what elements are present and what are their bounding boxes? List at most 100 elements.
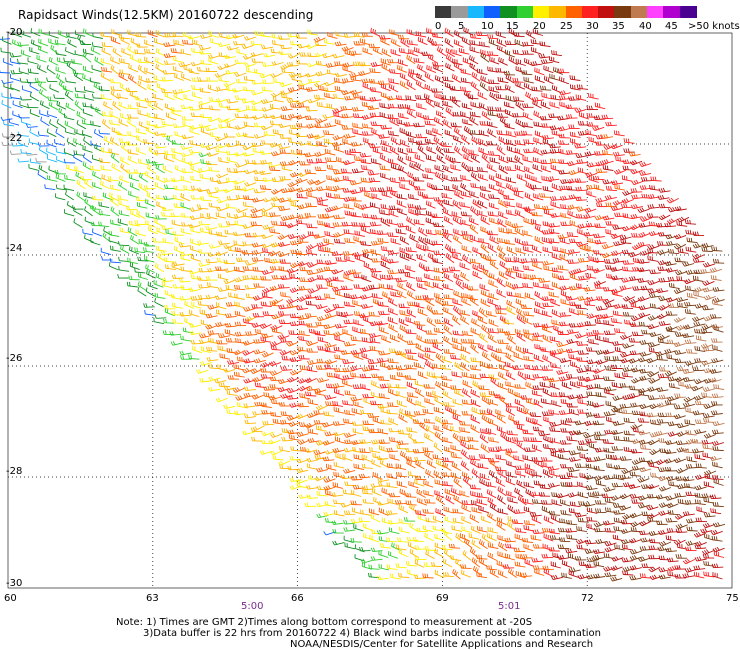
wind-barb-tick — [326, 213, 330, 218]
wind-barb — [147, 116, 158, 120]
wind-barb — [405, 107, 416, 112]
wind-barb-tick — [400, 95, 402, 100]
wind-barb — [480, 55, 490, 63]
wind-barb-tick — [389, 205, 392, 210]
wind-barb-tick — [127, 205, 131, 210]
wind-barb — [569, 180, 580, 184]
wind-barb-tick — [530, 184, 533, 189]
wind-barb-tick — [588, 185, 591, 190]
wind-barb-tick — [326, 207, 330, 212]
wind-barb-tick — [436, 33, 438, 38]
wind-barb-tick — [99, 158, 101, 163]
wind-barb-tick — [451, 157, 454, 162]
wind-barb — [38, 84, 47, 91]
wind-barb — [496, 34, 506, 39]
wind-barb-tick — [577, 196, 580, 201]
wind-barb-tick — [148, 158, 151, 164]
wind-barb-tick — [391, 114, 394, 119]
wind-barb-tick — [482, 53, 485, 58]
wind-barb — [532, 90, 543, 92]
wind-barb-tick — [399, 104, 402, 109]
wind-barb-tick — [292, 72, 296, 76]
wind-barb — [144, 60, 155, 65]
wind-barb-tick — [209, 117, 213, 122]
wind-barb-tick — [496, 38, 499, 43]
wind-barb — [209, 195, 220, 199]
wind-barb-tick — [435, 117, 438, 122]
wind-barb-tick — [574, 178, 577, 183]
wind-barb-tick — [199, 187, 202, 192]
wind-barb-tick — [324, 157, 327, 162]
wind-barb-tick — [505, 182, 508, 188]
wind-barb-tick — [652, 176, 655, 181]
wind-barb-tick — [419, 210, 421, 215]
wind-barb-tick — [84, 198, 87, 203]
wind-barb-tick — [298, 59, 301, 65]
wind-barb-tick — [486, 140, 488, 145]
wind-barb — [415, 165, 425, 172]
wind-barb-tick — [196, 66, 199, 71]
wind-barb-tick — [153, 124, 156, 129]
wind-barb-tick — [390, 130, 392, 135]
wind-barb-tick — [129, 156, 132, 161]
wind-barb-tick — [253, 58, 256, 63]
wind-barb-tick — [409, 172, 412, 177]
wind-barb — [462, 215, 473, 217]
wind-barb — [82, 149, 93, 153]
wind-barb — [363, 126, 374, 129]
wind-barb-tick — [299, 177, 303, 182]
wind-barb — [22, 89, 33, 93]
wind-barb — [207, 146, 218, 151]
wind-barb-tick — [350, 50, 353, 55]
wind-barb-tick — [307, 52, 310, 57]
wind-barb-tick — [326, 122, 330, 128]
wind-barb-tick — [679, 217, 683, 222]
wind-barb-tick — [468, 55, 471, 60]
wind-barb-tick — [161, 225, 164, 230]
wind-barb-tick — [605, 159, 609, 164]
wind-barb-tick — [578, 159, 581, 164]
wind-barb-tick — [473, 130, 476, 135]
wind-barb — [441, 98, 452, 101]
wind-barb-tick — [353, 142, 356, 146]
wind-barb-tick — [134, 95, 137, 100]
wind-barb-tick — [576, 108, 580, 112]
wind-barb-tick — [392, 39, 395, 44]
wind-barb-tick — [19, 41, 22, 46]
wind-barb-tick — [281, 134, 284, 139]
wind-barb — [550, 146, 561, 149]
wind-barb-tick — [66, 200, 69, 205]
wind-barb — [254, 72, 265, 75]
wind-barb — [452, 187, 463, 193]
wind-barb-tick — [371, 221, 375, 226]
wind-barb — [477, 213, 488, 218]
wind-barb-tick — [523, 82, 526, 87]
wind-barb — [308, 188, 319, 193]
wind-barb-tick — [599, 141, 602, 146]
wind-barb-tick — [435, 196, 438, 202]
wind-barb-tick — [65, 77, 67, 82]
wind-barb — [371, 131, 381, 137]
wind-barb-tick — [329, 164, 331, 170]
wind-barb-tick — [577, 186, 580, 191]
wind-barb-tick — [337, 169, 340, 174]
wind-barb — [408, 52, 419, 57]
wind-barb — [639, 208, 650, 213]
wind-barb-tick — [129, 149, 132, 154]
wind-barb — [289, 35, 300, 38]
wind-barb-tick — [446, 28, 449, 33]
wind-barb-tick — [306, 181, 311, 185]
wind-barb — [92, 185, 103, 190]
wind-barb-tick — [153, 161, 157, 166]
wind-barb — [155, 60, 165, 66]
wind-barb-tick — [427, 53, 430, 58]
wind-barb — [144, 142, 155, 144]
wind-barb-tick — [522, 50, 525, 55]
wind-barb-tick — [449, 49, 452, 55]
wind-barb-tick — [331, 142, 335, 147]
wind-barb — [180, 205, 191, 210]
wind-barb — [246, 108, 257, 112]
wind-barb-tick — [462, 135, 466, 140]
wind-barb-tick — [578, 213, 581, 219]
wind-barb-tick — [446, 209, 449, 214]
